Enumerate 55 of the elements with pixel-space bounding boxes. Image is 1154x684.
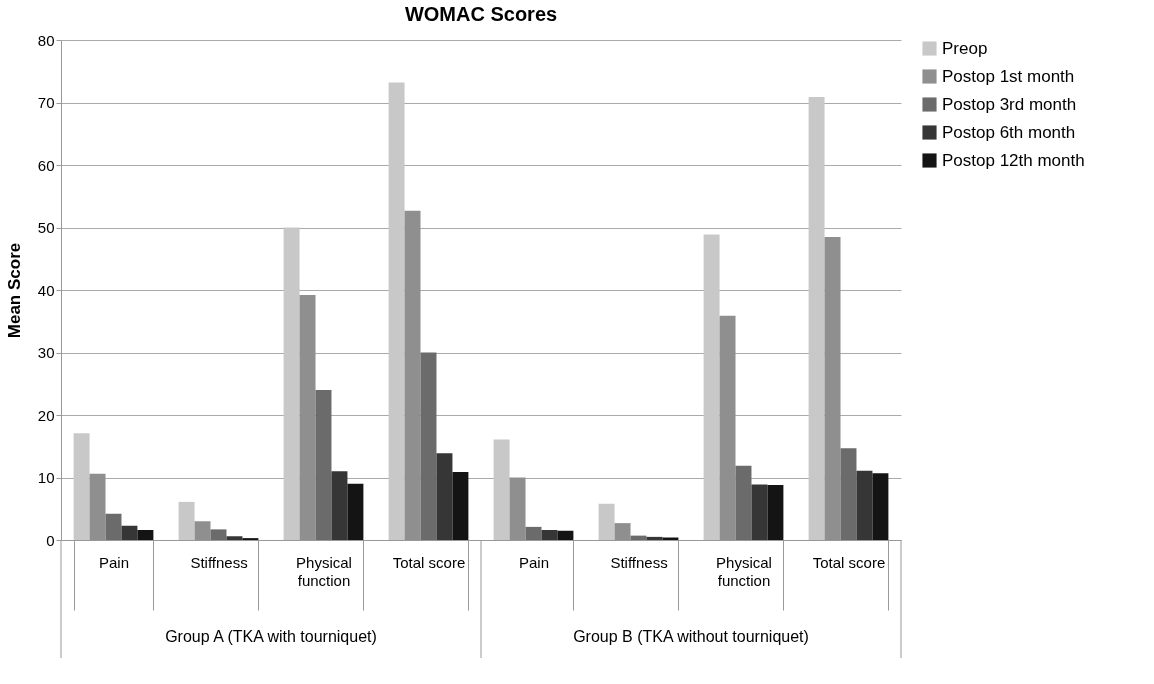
legend-label: Postop 3rd month [942,94,1077,114]
bar [121,525,138,540]
x-tick-label: Total score [812,553,886,571]
bar [808,96,825,540]
y-axis-title: Mean Score [4,242,24,339]
bar [557,530,574,540]
legend-label: Postop 6th month [942,122,1076,142]
y-tick-label: 80 [37,31,55,49]
text: Group A (TKA with tourniquet) [165,628,377,645]
bar [872,473,889,540]
x-tick-label: Total score [392,553,466,571]
x-tick-label: Stiffness [610,553,668,571]
bar [420,352,437,540]
y-tick-label: 50 [37,219,55,236]
text: Group B (TKA without tourniquet) [573,628,809,645]
bar [703,234,720,540]
bar [347,483,364,540]
y-tick-label: 40 [37,281,55,299]
y-tick-label: 30 [37,344,55,361]
bar [137,530,154,540]
bar [840,448,857,540]
bar [525,526,542,540]
bar [598,503,615,540]
bar [331,471,348,540]
bar [178,501,195,540]
chart-title: WOMAC Scores [404,3,558,25]
bar [856,470,873,540]
bar [735,465,752,540]
x-tick-label: Stiffness [190,553,248,571]
bar [436,453,453,540]
y-tick-label: 20 [37,406,55,424]
x-tick-label: Physical function [296,553,352,589]
bar [388,82,405,540]
x-tick-label: Pain [518,553,550,571]
bar [315,390,332,540]
bar [493,439,510,540]
y-tick-label: 70 [37,94,55,111]
y-tick-label: 0 [46,531,55,549]
bar [541,530,558,540]
x-tick-label: Pain [98,553,130,571]
x-tick-label: Physical function [716,553,772,589]
bar [767,485,784,540]
bar [73,433,90,540]
y-tick-label: 10 [37,469,55,486]
legend-label: Preop [942,38,988,58]
bar [751,484,768,540]
legend-label: Postop 12th month [942,150,1085,170]
bar [646,536,663,540]
legend-label: Postop 1st month [942,66,1075,86]
bar [210,529,227,540]
bar [452,471,469,540]
bar [283,227,300,540]
y-tick-label: 60 [37,156,55,174]
bar [226,536,243,540]
bar [105,513,122,540]
